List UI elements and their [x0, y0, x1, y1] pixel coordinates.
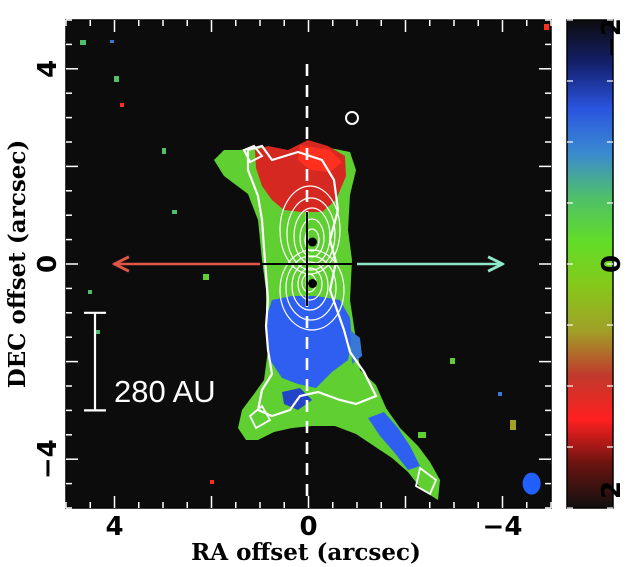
- contour-northwest: [242, 144, 264, 164]
- scale-bar: 280 AU: [84, 311, 216, 412]
- colorbar-label: −2: [597, 18, 627, 58]
- peak-marker-2: [308, 279, 317, 289]
- peak-marker-1: [308, 237, 317, 247]
- x-tick-label: −4: [483, 512, 523, 542]
- y-axis-title: DEC offset (arcsec): [4, 140, 31, 389]
- outer-contour: [246, 144, 378, 418]
- y-tick-label: 0: [33, 255, 63, 273]
- emission-map: [80, 24, 549, 500]
- blue-lobe: [266, 296, 352, 388]
- x-axis-title: RA offset (arcsec): [191, 539, 421, 566]
- tick-labels: 4 0 −4 4 0 −4: [33, 60, 522, 542]
- y-tick-label: −4: [33, 439, 63, 479]
- colorbar-ticks: −202: [567, 18, 627, 509]
- blue-streak-south: [368, 412, 420, 470]
- peak-markers: [308, 237, 317, 289]
- axis-ticks: [65, 19, 552, 509]
- x-tick-label: 0: [299, 512, 317, 542]
- colorbar: [566, 19, 614, 509]
- x-tick-label: 4: [105, 512, 123, 542]
- scale-bar-label: 280 AU: [114, 374, 216, 409]
- y-tick-label: 4: [33, 60, 63, 78]
- colorbar-label: 2: [597, 481, 627, 499]
- beam-ellipse: [522, 472, 541, 495]
